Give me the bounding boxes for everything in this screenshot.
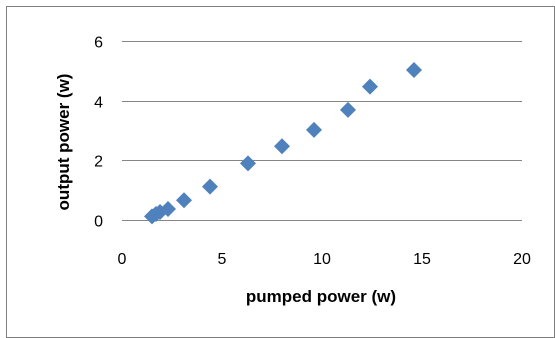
x-axis-title: pumped power (w) [246,287,396,306]
grid-lines [122,41,522,161]
data-point [202,178,218,195]
y-axis-title: output power (w) [54,74,73,211]
data-point [274,138,290,155]
x-tick-label: 20 [513,251,531,268]
tick-labels: 0 2 4 6 0 5 10 15 20 [94,35,531,269]
x-tick-label: 0 [118,251,127,268]
y-tick-label: 4 [94,95,103,112]
chart-border [6,6,555,338]
y-tick-label: 0 [94,214,103,231]
data-point [406,61,422,78]
data-point [160,200,176,217]
x-tick-label: 5 [218,251,227,268]
data-point [362,78,378,95]
data-point [240,155,256,172]
data-point [340,101,356,118]
data-point [306,121,322,138]
data-points [144,61,422,225]
data-point [176,192,192,209]
x-tick-label: 15 [413,251,431,268]
y-tick-label: 2 [94,154,103,171]
x-tick-label: 10 [313,251,331,268]
y-tick-label: 6 [94,35,103,52]
